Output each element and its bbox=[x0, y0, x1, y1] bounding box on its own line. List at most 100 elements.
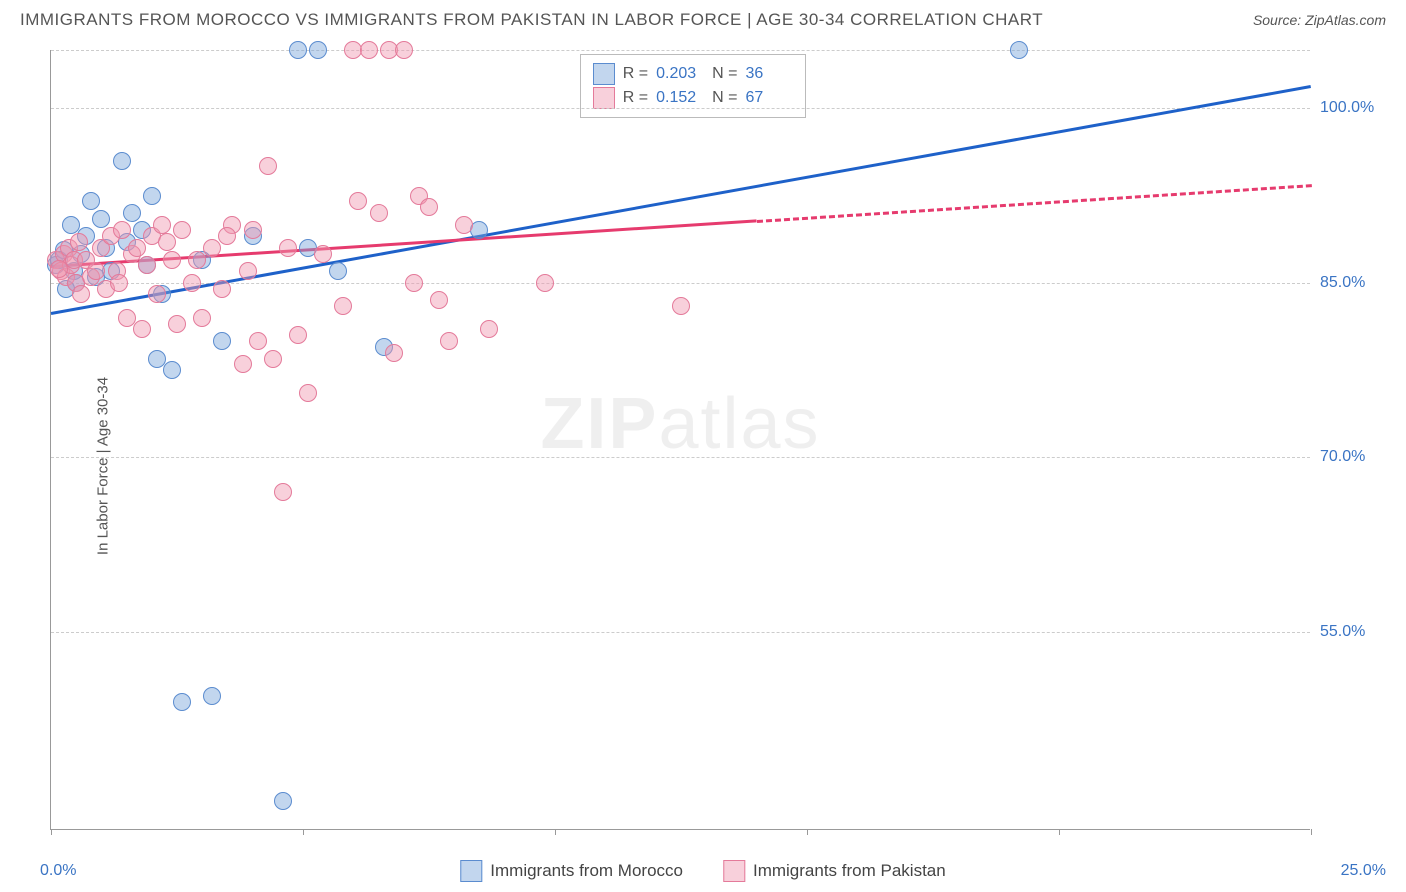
data-point bbox=[133, 320, 151, 338]
data-point bbox=[279, 239, 297, 257]
x-tick-mark bbox=[807, 829, 808, 835]
data-point bbox=[259, 157, 277, 175]
data-point bbox=[82, 192, 100, 210]
legend-row: R = 0.152 N = 67 bbox=[593, 87, 794, 109]
data-point bbox=[168, 315, 186, 333]
data-point bbox=[405, 274, 423, 292]
data-point bbox=[349, 192, 367, 210]
n-label: N = bbox=[712, 65, 737, 83]
y-tick-label: 70.0% bbox=[1320, 448, 1390, 466]
data-point bbox=[420, 198, 438, 216]
data-point bbox=[87, 262, 105, 280]
r-value: 0.152 bbox=[656, 89, 704, 107]
data-point bbox=[213, 332, 231, 350]
data-point bbox=[299, 384, 317, 402]
data-point bbox=[128, 239, 146, 257]
legend-item: Immigrants from Pakistan bbox=[723, 860, 946, 882]
data-point bbox=[1010, 41, 1028, 59]
data-point bbox=[173, 221, 191, 239]
data-point bbox=[440, 332, 458, 350]
data-point bbox=[274, 483, 292, 501]
data-point bbox=[360, 41, 378, 59]
plot-area: ZIPatlas R =0.203N =36R =0.152N =67 55.0… bbox=[50, 50, 1310, 830]
data-point bbox=[480, 320, 498, 338]
data-point bbox=[158, 233, 176, 251]
data-point bbox=[455, 216, 473, 234]
data-point bbox=[92, 210, 110, 228]
gridline bbox=[51, 50, 1310, 51]
data-point bbox=[113, 221, 131, 239]
data-point bbox=[672, 297, 690, 315]
data-point bbox=[163, 361, 181, 379]
data-point bbox=[163, 251, 181, 269]
watermark-zip: ZIP bbox=[540, 384, 658, 464]
data-point bbox=[183, 274, 201, 292]
y-tick-label: 100.0% bbox=[1320, 99, 1390, 117]
data-point bbox=[123, 204, 141, 222]
data-point bbox=[110, 274, 128, 292]
x-tick-mark bbox=[1059, 829, 1060, 835]
data-point bbox=[70, 233, 88, 251]
x-tick-mark bbox=[51, 829, 52, 835]
data-point bbox=[289, 41, 307, 59]
data-point bbox=[334, 297, 352, 315]
data-point bbox=[239, 262, 257, 280]
data-point bbox=[113, 152, 131, 170]
legend-swatch bbox=[723, 860, 745, 882]
y-tick-label: 55.0% bbox=[1320, 623, 1390, 641]
r-value: 0.203 bbox=[656, 65, 704, 83]
x-tick-mark bbox=[555, 829, 556, 835]
data-point bbox=[143, 187, 161, 205]
legend-swatch bbox=[593, 63, 615, 85]
data-point bbox=[234, 355, 252, 373]
data-point bbox=[193, 309, 211, 327]
data-point bbox=[274, 792, 292, 810]
gridline bbox=[51, 632, 1310, 633]
data-point bbox=[153, 216, 171, 234]
legend-item: Immigrants from Morocco bbox=[460, 860, 683, 882]
data-point bbox=[72, 285, 90, 303]
n-value: 67 bbox=[745, 89, 793, 107]
data-point bbox=[264, 350, 282, 368]
data-point bbox=[309, 41, 327, 59]
legend-row: R = 0.203 N = 36 bbox=[593, 63, 794, 85]
r-label: R = bbox=[623, 65, 648, 83]
data-point bbox=[188, 251, 206, 269]
data-point bbox=[213, 280, 231, 298]
series-name: Immigrants from Pakistan bbox=[753, 861, 946, 881]
data-point bbox=[289, 326, 307, 344]
data-point bbox=[138, 256, 156, 274]
y-tick-label: 85.0% bbox=[1320, 274, 1390, 292]
watermark-atlas: atlas bbox=[658, 384, 820, 464]
x-tick-mark bbox=[1311, 829, 1312, 835]
legend-swatch bbox=[593, 87, 615, 109]
data-point bbox=[218, 227, 236, 245]
chart-title: IMMIGRANTS FROM MOROCCO VS IMMIGRANTS FR… bbox=[20, 10, 1043, 30]
data-point bbox=[536, 274, 554, 292]
data-point bbox=[244, 221, 262, 239]
data-point bbox=[314, 245, 332, 263]
trend-line bbox=[756, 184, 1311, 223]
x-tick-mark bbox=[303, 829, 304, 835]
n-label: N = bbox=[712, 89, 737, 107]
data-point bbox=[203, 687, 221, 705]
data-point bbox=[395, 41, 413, 59]
data-point bbox=[329, 262, 347, 280]
data-point bbox=[430, 291, 448, 309]
series-name: Immigrants from Morocco bbox=[490, 861, 683, 881]
chart-container: In Labor Force | Age 30-34 ZIPatlas R =0… bbox=[0, 40, 1406, 892]
source-label: Source: ZipAtlas.com bbox=[1253, 12, 1386, 28]
data-point bbox=[249, 332, 267, 350]
x-axis-max-label: 25.0% bbox=[1341, 862, 1386, 880]
data-point bbox=[203, 239, 221, 257]
series-legend: Immigrants from Morocco Immigrants from P… bbox=[460, 860, 945, 882]
data-point bbox=[173, 693, 191, 711]
x-axis-min-label: 0.0% bbox=[40, 862, 76, 880]
data-point bbox=[385, 344, 403, 362]
data-point bbox=[370, 204, 388, 222]
trend-line bbox=[51, 85, 1312, 315]
n-value: 36 bbox=[745, 65, 793, 83]
gridline bbox=[51, 457, 1310, 458]
gridline bbox=[51, 283, 1310, 284]
r-label: R = bbox=[623, 89, 648, 107]
